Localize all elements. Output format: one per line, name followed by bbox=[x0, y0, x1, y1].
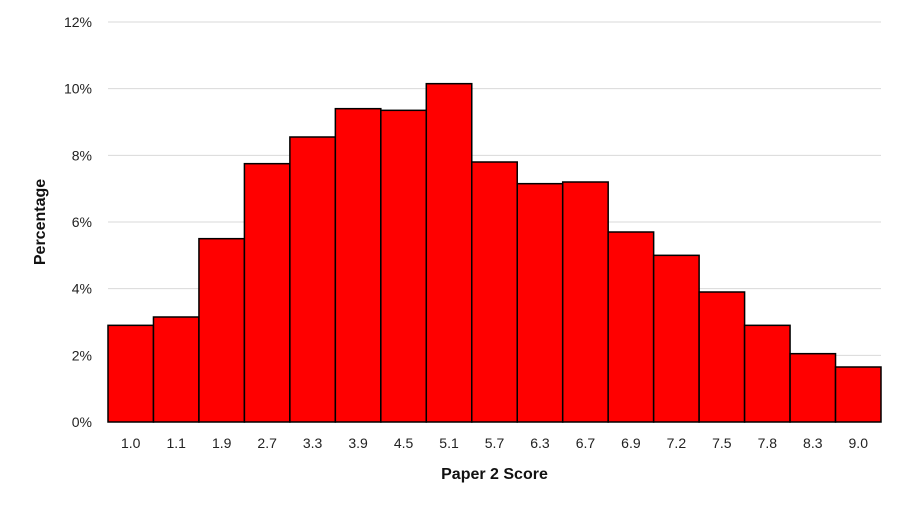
x-tick-label: 7.8 bbox=[758, 435, 778, 451]
bar-8.3 bbox=[789, 352, 837, 423]
x-tick-label: 9.0 bbox=[849, 435, 869, 451]
bar-2.7 bbox=[243, 162, 291, 423]
x-tick-label: 5.1 bbox=[439, 435, 459, 451]
x-tick-label: 1.1 bbox=[166, 435, 186, 451]
bar-5.7 bbox=[471, 161, 518, 423]
y-tick-label: 12% bbox=[64, 14, 92, 30]
y-tick-label: 2% bbox=[72, 347, 92, 363]
x-tick-label: 3.9 bbox=[348, 435, 368, 451]
y-tick-label: 6% bbox=[72, 214, 92, 230]
bar-5.1 bbox=[425, 82, 473, 423]
x-tick-label: 1.0 bbox=[121, 435, 141, 451]
x-axis-ticks: 1.0 1.1 1.9 2.7 3.3 3.9 4.5 5.1 5.7 6.3 6.7 6.9 7.2 7… bbox=[121, 435, 868, 451]
bar-7.5 bbox=[698, 291, 746, 423]
x-tick-label: 6.3 bbox=[530, 435, 550, 451]
x-tick-label: 4.5 bbox=[394, 435, 414, 451]
bar-1.1 bbox=[152, 316, 200, 423]
x-tick-label: 3.3 bbox=[303, 435, 323, 451]
x-tick-label: 7.2 bbox=[667, 435, 687, 451]
y-axis-ticks: 0% 2% 4% 6% 8% 10% 12% bbox=[64, 14, 92, 430]
x-tick-label: 8.3 bbox=[803, 435, 823, 451]
bar-3.9 bbox=[334, 107, 382, 423]
bar-1.0 bbox=[107, 324, 155, 423]
y-tick-label: 8% bbox=[72, 147, 92, 163]
x-tick-label: 6.9 bbox=[621, 435, 641, 451]
bar-4.5 bbox=[380, 109, 428, 423]
x-tick-label: 2.7 bbox=[257, 435, 277, 451]
bar-6.7 bbox=[561, 181, 609, 423]
bar-6.3 bbox=[516, 182, 564, 423]
bar-3.3 bbox=[289, 136, 337, 423]
y-tick-label: 0% bbox=[72, 414, 92, 430]
y-axis-title: Percentage bbox=[32, 179, 49, 265]
x-tick-label: 1.9 bbox=[212, 435, 232, 451]
x-axis-title: Paper 2 Score bbox=[441, 466, 548, 483]
bar-1.9 bbox=[198, 237, 246, 423]
x-tick-label: 5.7 bbox=[485, 435, 505, 451]
bar-7.2 bbox=[652, 254, 700, 423]
y-tick-label: 10% bbox=[64, 81, 92, 97]
bar-7.8 bbox=[743, 324, 791, 423]
bar-9.0 bbox=[834, 366, 882, 423]
y-tick-label: 4% bbox=[72, 281, 92, 297]
x-tick-label: 6.7 bbox=[576, 435, 596, 451]
bars bbox=[107, 82, 882, 423]
x-tick-label: 7.5 bbox=[712, 435, 732, 451]
bar-6.9 bbox=[607, 231, 655, 423]
